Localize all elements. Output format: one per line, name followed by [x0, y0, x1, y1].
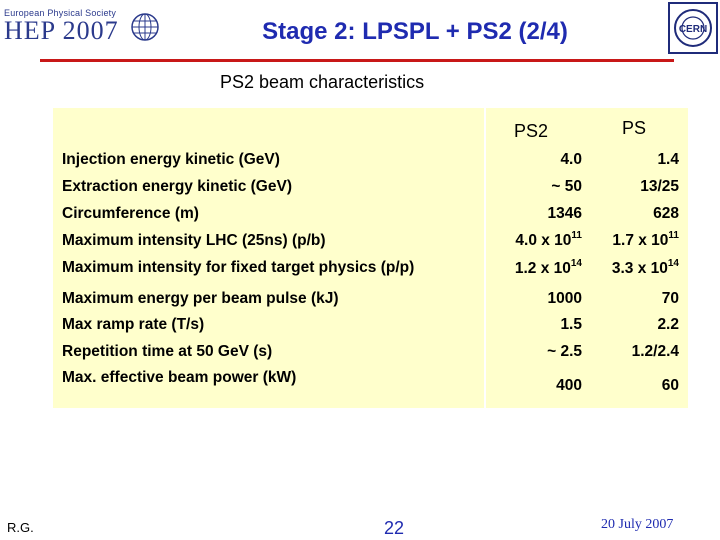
row-value-ps2: 4.0 x 1011 — [515, 230, 582, 250]
row-value-ps2: 1.5 — [560, 316, 582, 333]
logo-big-text: HEP 2007 — [4, 16, 119, 45]
row-value-ps2: ~ 2.5 — [547, 343, 582, 360]
row-value-ps2: ~ 50 — [551, 178, 582, 195]
value-exponent: 14 — [667, 258, 679, 269]
column-header-ps2: PS2 — [514, 121, 549, 141]
row-value-ps2: 1000 — [547, 290, 582, 307]
value-base: 4.0 x 10 — [515, 232, 572, 249]
column-header-ps: PS — [622, 118, 647, 138]
row-label-injection-energy: Injection energy kinetic (GeV) — [62, 151, 280, 168]
footer-author: R.G. — [7, 520, 34, 535]
value-base: 3.3 x 10 — [611, 260, 668, 277]
value-exponent: 11 — [571, 230, 582, 241]
column-separator — [484, 108, 486, 408]
globe-icon — [131, 13, 159, 41]
slide-title: Stage 2: LPSPL + PS2 (2/4) — [262, 18, 568, 45]
logo-small-text: European Physical Society — [4, 8, 117, 18]
footer-date: 20 July 2007 — [601, 517, 674, 532]
parameter-table — [53, 108, 688, 408]
cern-logo-text: CERN — [679, 24, 707, 35]
row-value-ps: 70 — [661, 290, 679, 307]
row-label-max-intensity-fixed-target: Maximum intensity for fixed target physi… — [62, 259, 415, 276]
row-value-ps: 1.7 x 1011 — [612, 230, 679, 250]
row-label-circumference: Circumference (m) — [62, 205, 199, 222]
cern-logo: CERN — [668, 2, 718, 54]
row-label-repetition-time: Repetition time at 50 GeV (s) — [62, 343, 273, 360]
row-label-max-intensity-lhc: Maximum intensity LHC (25ns) (p/b) — [62, 232, 326, 249]
row-value-ps: 3.3 x 1014 — [611, 258, 679, 278]
row-value-ps2: 400 — [556, 377, 582, 394]
row-value-ps: 2.2 — [657, 316, 679, 333]
page-number: 22 — [384, 518, 405, 538]
row-value-ps2: 4.0 — [560, 151, 582, 168]
eps-hep2007-logo: European Physical Society HEP 2007 — [4, 8, 119, 45]
section-subtitle: PS2 beam characteristics — [220, 72, 425, 92]
row-value-ps: 628 — [653, 205, 679, 222]
value-exponent: 14 — [570, 258, 582, 269]
value-exponent: 11 — [668, 230, 679, 241]
row-value-ps: 1.4 — [657, 151, 679, 168]
row-label-max-energy-per-pulse: Maximum energy per beam pulse (kJ) — [62, 290, 339, 307]
row-value-ps: 60 — [661, 377, 679, 394]
value-base: 1.7 x 10 — [612, 232, 669, 249]
row-value-ps2: 1.2 x 1014 — [514, 258, 582, 278]
row-value-ps2: 1346 — [547, 205, 582, 222]
row-value-ps: 13/25 — [640, 178, 679, 195]
row-value-ps: 1.2/2.4 — [631, 343, 679, 360]
row-label-extraction-energy: Extraction energy kinetic (GeV) — [62, 178, 292, 195]
row-label-max-ramp-rate: Max ramp rate (T/s) — [62, 316, 205, 333]
value-base: 1.2 x 10 — [514, 260, 571, 277]
title-underline — [40, 59, 674, 62]
row-label-max-beam-power: Max. effective beam power (kW) — [62, 369, 297, 386]
